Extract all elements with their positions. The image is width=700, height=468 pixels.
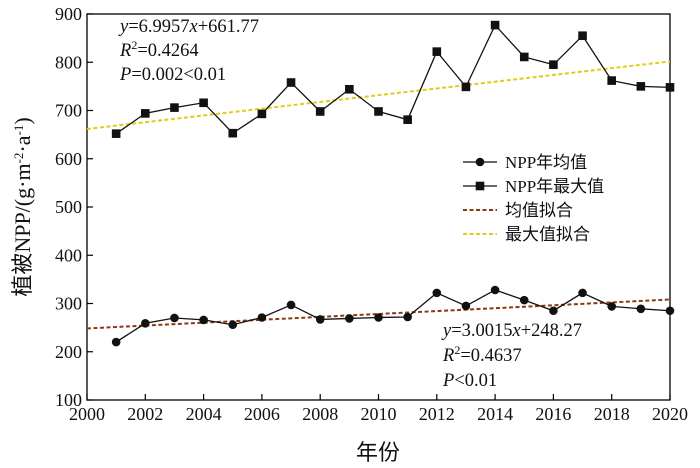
mean-fit-r2: R2=0.4637 <box>442 343 522 366</box>
x-tick-label: 2012 <box>419 404 455 424</box>
max-fit-p: P=0.002<0.01 <box>119 65 226 85</box>
legend-label: NPP年最大值 <box>505 177 604 196</box>
y-axis-title: 植被NPP/(g·m-2·a-1) <box>10 117 35 296</box>
mean-fit-p: P<0.01 <box>442 371 497 391</box>
max-fit-equation: y=6.9957x+661.77 <box>118 17 259 37</box>
max-series-line <box>115 23 671 135</box>
max-data-point <box>170 103 179 112</box>
max-data-point <box>315 107 325 116</box>
y-tick-label: 400 <box>55 245 82 265</box>
max-data-point <box>374 107 383 116</box>
max-data-point <box>636 82 646 91</box>
mean-data-point <box>286 300 296 310</box>
mean-fit-equation: y=3.0015x+248.27 <box>441 321 582 341</box>
max-data-point <box>141 109 150 118</box>
legend-entry: NPP年均值 <box>463 153 587 172</box>
legend-label: 最大值拟合 <box>505 225 590 244</box>
max-data-point <box>257 109 267 119</box>
fit-lines <box>86 60 671 330</box>
x-tick-label: 2020 <box>652 404 688 424</box>
y-tick-label: 800 <box>55 52 82 72</box>
max-data-point <box>490 20 500 30</box>
y-tick-label: 600 <box>55 149 82 169</box>
max-data-point <box>461 82 471 92</box>
x-axis: 2000 2002 2004 2006 2008 2010 2012 2014 2016 2018… <box>69 394 688 424</box>
max-data-point <box>432 47 442 56</box>
mean-data-point <box>461 301 471 311</box>
max-data-point <box>607 76 616 85</box>
mean-data-point <box>490 285 500 295</box>
legend-entry: NPP年最大值 <box>463 177 604 196</box>
legend-swatch-marker <box>475 181 485 191</box>
mean-data-point <box>403 312 412 322</box>
mean-data-point <box>141 318 150 328</box>
mean-data-point <box>199 315 208 325</box>
max-data-point <box>665 83 675 92</box>
mean-data-point <box>111 337 121 347</box>
max-data-point <box>111 129 121 138</box>
mean-data-point <box>578 288 587 298</box>
x-tick-label: 2000 <box>69 404 105 424</box>
max-data-point <box>403 115 412 124</box>
series-lines <box>115 23 671 343</box>
mean-data-point <box>432 288 442 298</box>
mean-data-point <box>519 295 529 305</box>
x-tick-label: 2002 <box>127 404 163 424</box>
legend-entry: 均值拟合 <box>463 201 573 220</box>
max-fit-r2: R2=0.4264 <box>119 38 199 61</box>
x-axis-title: 年份 <box>356 440 400 465</box>
x-tick-label: 2016 <box>535 404 571 424</box>
y-tick-label: 200 <box>55 342 82 362</box>
max-fit-line <box>86 60 671 130</box>
mean-data-point <box>636 304 646 314</box>
max-fit-annotation: y=6.9957x+661.77 R2=0.4264 P=0.002<0.01 <box>118 17 259 85</box>
max-data-point <box>286 78 296 87</box>
y-tick-label: 500 <box>55 197 82 217</box>
mean-data-point <box>549 306 558 316</box>
y-axis: 100 200 300 400 500 600 700 800 900 <box>55 4 93 410</box>
mean-series-line <box>115 289 671 343</box>
mean-data-point <box>315 315 325 324</box>
mean-data-point <box>374 313 383 322</box>
y-tick-label: 100 <box>55 390 82 410</box>
x-tick-label: 2004 <box>186 404 222 424</box>
x-tick-label: 2008 <box>302 404 338 424</box>
mean-data-point <box>345 314 354 323</box>
mean-data-point <box>228 320 238 330</box>
y-tick-label: 300 <box>55 294 82 314</box>
series-markers <box>111 20 675 347</box>
max-data-point <box>345 84 354 94</box>
mean-fit-annotation: y=3.0015x+248.27 R2=0.4637 P<0.01 <box>441 321 582 391</box>
mean-data-point <box>665 306 675 316</box>
max-data-point <box>549 60 558 69</box>
mean-data-point <box>170 313 179 323</box>
y-tick-label: 700 <box>55 101 82 121</box>
legend-label: NPP年均值 <box>505 153 587 172</box>
max-data-point <box>228 128 238 138</box>
legend-label: 均值拟合 <box>505 201 573 220</box>
max-data-point <box>578 31 587 41</box>
mean-data-point <box>607 302 616 311</box>
legend-entry: 最大值拟合 <box>463 225 590 244</box>
y-tick-label: 900 <box>55 4 82 24</box>
x-tick-label: 2010 <box>361 404 397 424</box>
max-data-point <box>519 52 529 62</box>
x-tick-label: 2014 <box>477 404 513 424</box>
x-tick-label: 2018 <box>594 404 630 424</box>
legend-swatch-marker <box>475 157 485 167</box>
max-data-point <box>199 98 208 108</box>
x-tick-label: 2006 <box>244 404 280 424</box>
mean-data-point <box>257 313 267 322</box>
